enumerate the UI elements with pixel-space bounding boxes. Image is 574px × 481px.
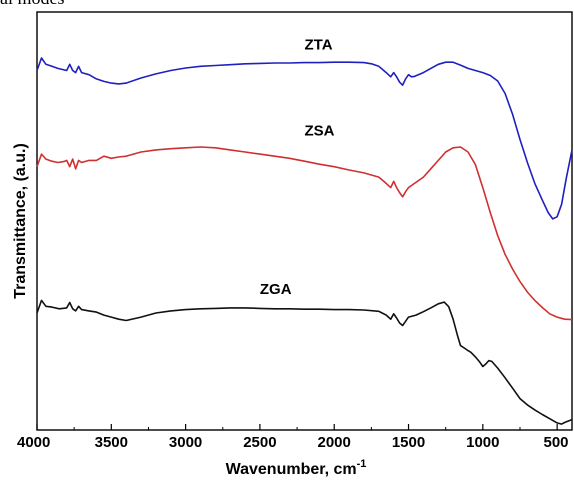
x-axis-ticks: 4000 3500 3000 2500 2000 1500 1000 500 [17,424,569,451]
x-tick-label: 1000 [466,434,499,451]
series-label-zsa: ZSA [305,122,335,139]
x-axis-title: Wavenumber, cm-1 [226,458,367,478]
caption-fragment: al modes [0,0,65,9]
series-line-zsa [36,146,573,321]
x-tick-label: 2000 [318,434,351,451]
x-tick-label: 3000 [169,434,202,451]
x-tick-label: 4000 [17,434,50,451]
series-label-zta: ZTA [305,37,333,54]
x-tick-label: 2500 [243,434,276,451]
plot-frame [36,11,573,431]
annotation-layer: ZTA ZSA ZGA [260,37,335,299]
x-tick-label: 3500 [95,434,128,451]
series-line-zta [36,57,573,220]
series-layer [36,57,573,425]
series-line-zga [36,299,573,425]
x-axis-title-text: Wavenumber, cm [226,461,357,478]
x-tick-label: 1500 [392,434,425,451]
series-label-zga: ZGA [260,281,292,298]
x-axis-title-superscript: -1 [357,458,367,470]
x-tick-label: 500 [543,434,568,451]
y-axis-title: Transmittance, (a.u.) [12,143,29,299]
